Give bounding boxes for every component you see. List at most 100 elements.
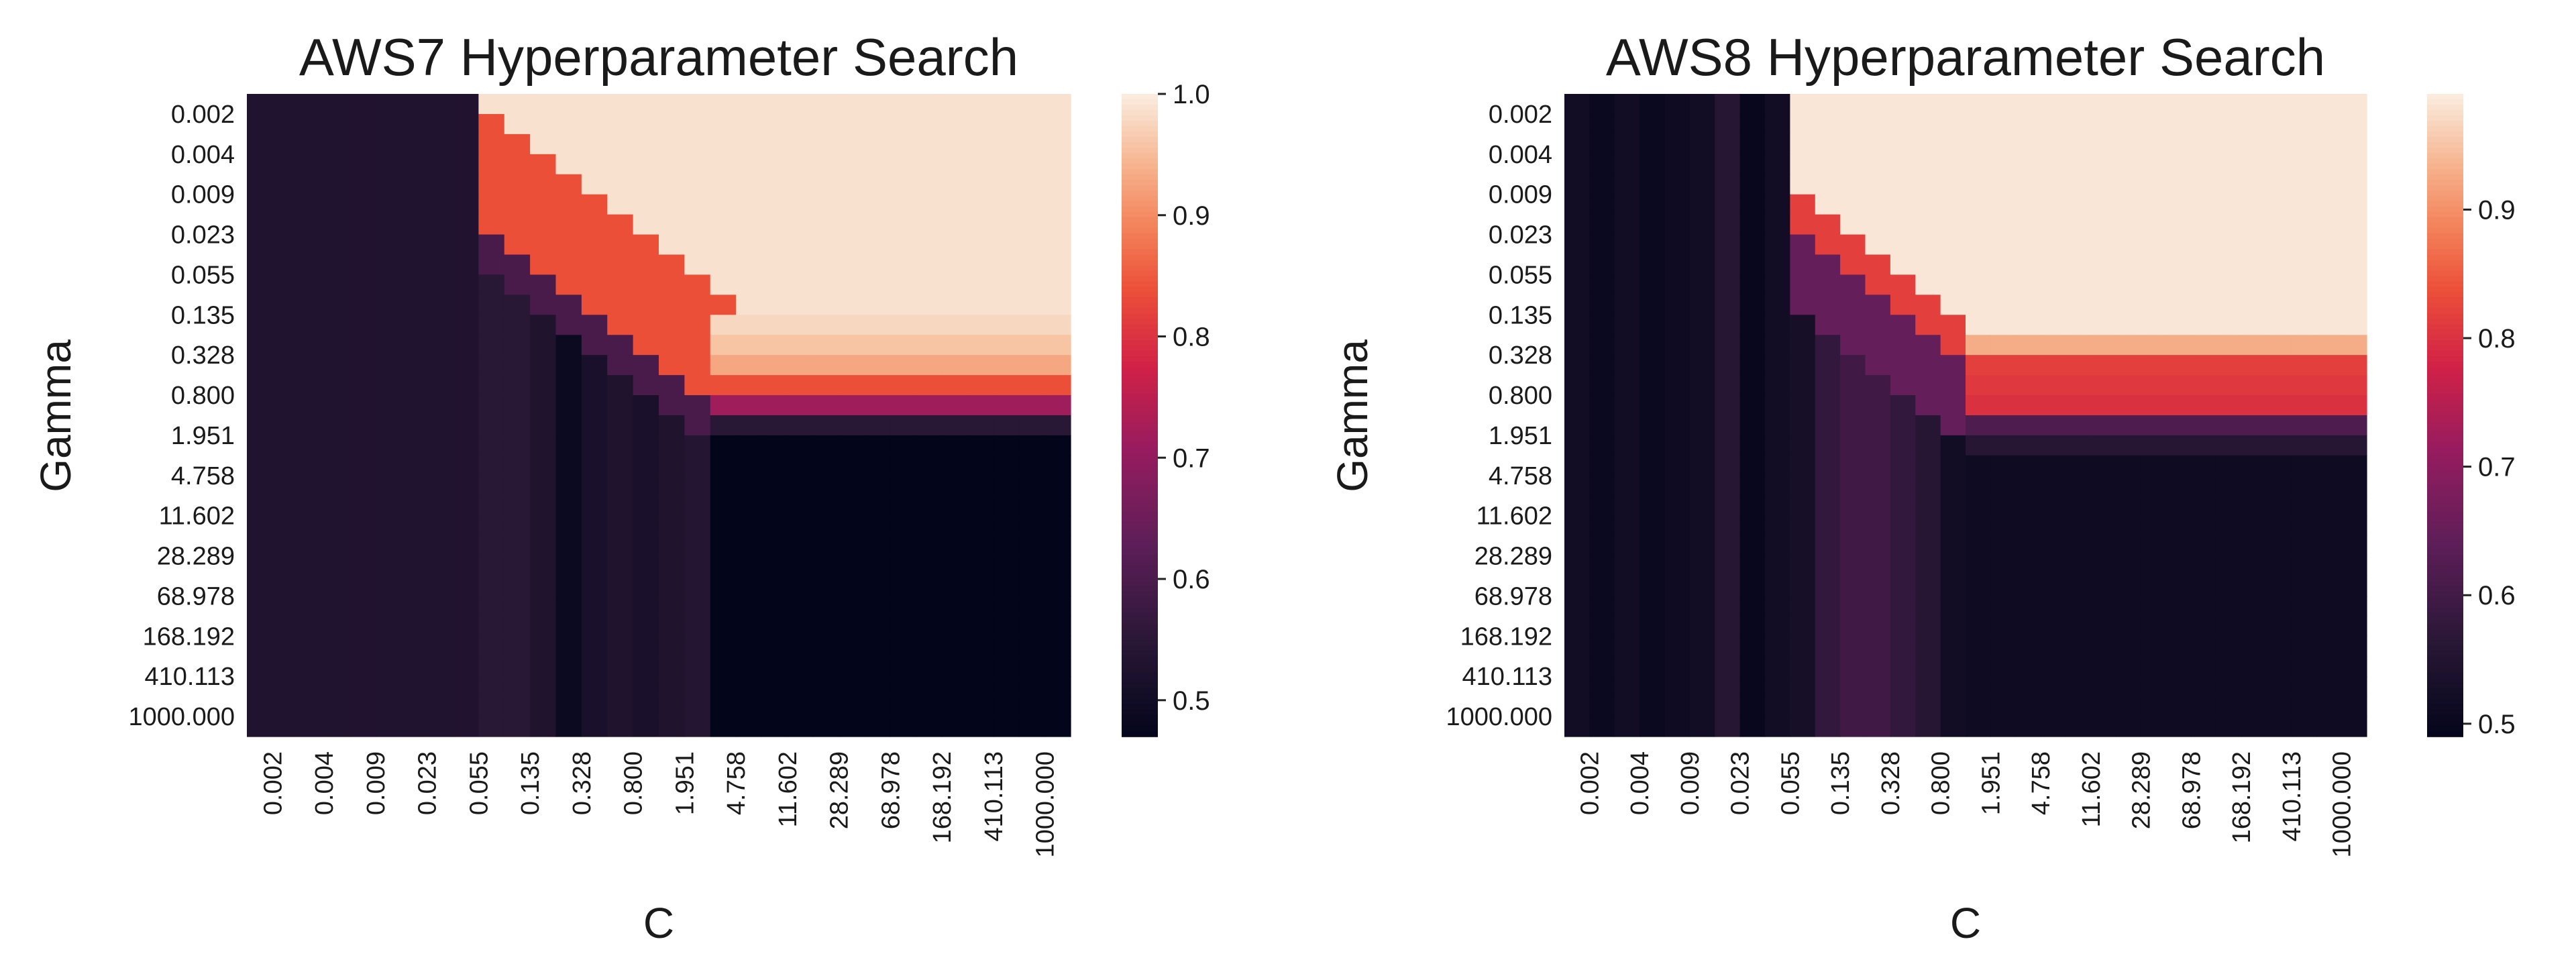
colorbar-gradient-step <box>1122 125 1158 132</box>
heatmap-cell <box>453 94 479 115</box>
heatmap-cell <box>2065 294 2092 315</box>
heatmap-cell <box>427 194 453 215</box>
heatmap-cell <box>710 274 737 295</box>
heatmap-cell <box>761 656 788 677</box>
heatmap-cell <box>1840 716 1866 737</box>
heatmap-cell <box>813 133 840 155</box>
heatmap-cell <box>1840 234 1866 256</box>
heatmap-cell <box>504 495 531 517</box>
heatmap-cell <box>633 415 659 436</box>
heatmap-cell <box>2015 435 2041 456</box>
heatmap-cell <box>581 94 608 115</box>
heatmap-cell <box>2141 395 2167 416</box>
heatmap-cell <box>298 194 325 215</box>
heatmap-cell <box>761 576 788 597</box>
heatmap-cell <box>2065 355 2092 376</box>
y-tick-label: 28.289 <box>1474 543 1552 571</box>
heatmap-cell <box>401 716 428 737</box>
heatmap-cell <box>761 395 788 416</box>
heatmap-cell <box>916 174 943 195</box>
heatmap-cell <box>684 154 711 175</box>
y-axis-label: Gamma <box>32 339 80 492</box>
heatmap-cell <box>993 274 1020 295</box>
colorbar-gradient-step <box>2427 297 2463 304</box>
heatmap-cell <box>2065 194 2092 215</box>
heatmap-cell <box>684 515 711 537</box>
heatmap-cell <box>967 636 994 657</box>
heatmap-cell <box>2291 656 2317 677</box>
heatmap-cell <box>530 696 557 717</box>
heatmap-cell <box>530 294 557 315</box>
heatmap-cell <box>2341 415 2367 436</box>
heatmap-cell <box>478 294 505 315</box>
heatmap-cell <box>659 515 685 537</box>
heatmap-cell <box>2216 214 2242 235</box>
heatmap-cell <box>1765 395 1790 416</box>
heatmap-cell <box>1890 555 1916 577</box>
heatmap-panel-aws8: AWS8 Hyperparameter Search 0.002 0.004 0.0… <box>1288 0 2576 966</box>
heatmap-cell <box>530 94 557 115</box>
heatmap-cell <box>2291 294 2317 315</box>
heatmap-cell <box>1589 335 1615 356</box>
heatmap-cell <box>581 716 608 737</box>
heatmap-cell <box>1815 616 1841 637</box>
heatmap-cell <box>298 676 325 697</box>
heatmap-cell <box>427 375 453 396</box>
colorbar-gradient-step <box>2427 447 2463 453</box>
heatmap-cell <box>2341 113 2367 135</box>
heatmap-cell <box>761 616 788 637</box>
heatmap-cell <box>555 636 582 657</box>
heatmap-cell <box>2065 616 2092 637</box>
heatmap-cell <box>1990 596 2017 616</box>
heatmap-cell <box>865 113 891 135</box>
heatmap-cell <box>1940 495 1966 517</box>
heatmap-cell <box>607 475 634 496</box>
heatmap-cell <box>607 355 634 376</box>
heatmap-cell <box>2316 194 2343 215</box>
heatmap-cell <box>478 576 505 597</box>
heatmap-cell <box>2266 676 2292 697</box>
heatmap-cell <box>1044 335 1071 356</box>
heatmap-cell <box>684 234 711 256</box>
heatmap-cell <box>2041 616 2067 637</box>
heatmap-cell <box>1044 656 1071 677</box>
colorbar-gradient-step <box>1122 710 1158 716</box>
heatmap-cell <box>1739 455 1766 476</box>
heatmap-cell <box>453 475 479 496</box>
heatmap-cell <box>633 254 659 276</box>
heatmap-cell <box>1564 395 1590 416</box>
heatmap-cell <box>2166 576 2192 597</box>
heatmap-cell <box>1890 576 1916 597</box>
heatmap-cell <box>1890 214 1916 235</box>
heatmap-cell <box>2291 94 2317 115</box>
heatmap-cell <box>1019 234 1046 256</box>
heatmap-cell <box>1765 254 1790 276</box>
colorbar-gradient-step <box>1122 335 1158 341</box>
heatmap-cell <box>427 133 453 155</box>
heatmap-cell <box>350 274 376 295</box>
heatmap-cell <box>2191 676 2217 697</box>
heatmap-cell <box>916 315 943 335</box>
heatmap-cell <box>865 375 891 396</box>
heatmap-cell <box>607 375 634 396</box>
heatmap-cell <box>1739 214 1766 235</box>
heatmap-cell <box>942 576 969 597</box>
heatmap-cell <box>1614 656 1640 677</box>
heatmap-cell <box>1840 576 1866 597</box>
heatmap-cell <box>272 335 299 356</box>
heatmap-cell <box>581 555 608 577</box>
heatmap-cell <box>2015 375 2041 396</box>
heatmap-cell <box>916 455 943 476</box>
heatmap-cell <box>839 415 865 436</box>
colorbar-gradient-step <box>1122 297 1158 304</box>
heatmap-cell <box>1614 555 1640 577</box>
heatmap-cell <box>272 415 299 436</box>
heatmap-cell <box>272 154 299 175</box>
heatmap-cell <box>710 355 737 376</box>
heatmap-cell <box>633 154 659 175</box>
heatmap-cell <box>967 435 994 456</box>
heatmap-cell <box>298 355 325 376</box>
heatmap-cell <box>581 254 608 276</box>
heatmap-cell <box>659 596 685 616</box>
heatmap-cell <box>865 636 891 657</box>
